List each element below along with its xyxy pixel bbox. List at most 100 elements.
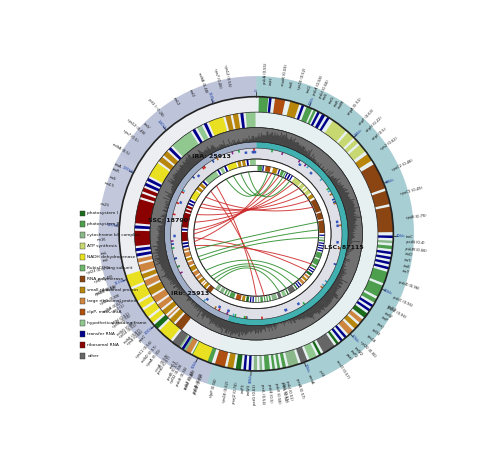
Polygon shape bbox=[335, 325, 347, 338]
Polygon shape bbox=[273, 98, 285, 115]
Polygon shape bbox=[176, 174, 182, 179]
Polygon shape bbox=[252, 325, 253, 332]
Text: 20kb: 20kb bbox=[354, 128, 364, 138]
Polygon shape bbox=[307, 194, 314, 200]
Polygon shape bbox=[260, 356, 262, 371]
Polygon shape bbox=[332, 198, 335, 201]
Polygon shape bbox=[352, 305, 368, 318]
Polygon shape bbox=[345, 207, 358, 211]
Polygon shape bbox=[166, 206, 168, 207]
Text: petN (0.4): petN (0.4) bbox=[406, 240, 424, 245]
Polygon shape bbox=[224, 321, 229, 333]
Polygon shape bbox=[186, 295, 188, 296]
Polygon shape bbox=[160, 233, 164, 234]
Polygon shape bbox=[196, 308, 203, 317]
Polygon shape bbox=[347, 217, 355, 219]
Polygon shape bbox=[194, 304, 198, 308]
Polygon shape bbox=[318, 239, 324, 242]
Polygon shape bbox=[292, 318, 294, 321]
Polygon shape bbox=[192, 342, 213, 362]
Polygon shape bbox=[167, 273, 173, 277]
Polygon shape bbox=[344, 204, 354, 207]
Polygon shape bbox=[340, 270, 347, 274]
Polygon shape bbox=[164, 217, 166, 218]
Text: photosystem I: photosystem I bbox=[88, 211, 118, 215]
Polygon shape bbox=[376, 250, 392, 254]
Polygon shape bbox=[227, 353, 235, 369]
Bar bbox=[80, 254, 85, 260]
Polygon shape bbox=[170, 199, 171, 200]
Text: ycf4: ycf4 bbox=[318, 369, 325, 377]
Polygon shape bbox=[296, 145, 300, 151]
Polygon shape bbox=[159, 240, 164, 241]
Polygon shape bbox=[168, 275, 174, 279]
Polygon shape bbox=[236, 142, 238, 144]
Polygon shape bbox=[293, 318, 296, 323]
Polygon shape bbox=[234, 140, 235, 144]
Polygon shape bbox=[335, 280, 342, 285]
Polygon shape bbox=[290, 141, 294, 149]
Text: 80kb: 80kb bbox=[248, 373, 253, 382]
Polygon shape bbox=[312, 306, 317, 312]
Polygon shape bbox=[246, 112, 256, 128]
Polygon shape bbox=[205, 171, 219, 184]
Polygon shape bbox=[280, 136, 284, 145]
Text: rpl16 (0.55): rpl16 (0.55) bbox=[112, 314, 132, 329]
Text: petG (0.63): petG (0.63) bbox=[253, 384, 258, 405]
Polygon shape bbox=[238, 325, 242, 337]
Polygon shape bbox=[176, 173, 184, 178]
Polygon shape bbox=[287, 285, 296, 294]
Polygon shape bbox=[162, 264, 170, 268]
Polygon shape bbox=[348, 240, 352, 241]
Polygon shape bbox=[286, 101, 300, 119]
Polygon shape bbox=[231, 151, 234, 155]
Polygon shape bbox=[226, 146, 227, 147]
Polygon shape bbox=[246, 295, 249, 302]
Polygon shape bbox=[218, 319, 222, 328]
Polygon shape bbox=[262, 325, 264, 330]
Polygon shape bbox=[280, 353, 286, 369]
Polygon shape bbox=[235, 142, 236, 144]
Text: trnL2: trnL2 bbox=[172, 96, 180, 106]
Polygon shape bbox=[320, 299, 328, 307]
Polygon shape bbox=[335, 281, 340, 284]
Polygon shape bbox=[244, 325, 246, 332]
Polygon shape bbox=[346, 214, 356, 217]
Text: psbA (0.55): psbA (0.55) bbox=[262, 63, 268, 84]
Polygon shape bbox=[285, 350, 298, 367]
Text: ndhB (0.5): ndhB (0.5) bbox=[112, 142, 130, 156]
Polygon shape bbox=[348, 229, 354, 231]
Polygon shape bbox=[324, 120, 346, 142]
Text: trnQ: trnQ bbox=[305, 84, 312, 93]
Text: transfer RNA: transfer RNA bbox=[88, 332, 115, 336]
Polygon shape bbox=[250, 325, 251, 331]
Polygon shape bbox=[224, 144, 225, 148]
Polygon shape bbox=[152, 289, 168, 303]
Polygon shape bbox=[336, 184, 342, 188]
Polygon shape bbox=[138, 261, 156, 272]
Polygon shape bbox=[356, 301, 370, 312]
Polygon shape bbox=[340, 271, 344, 274]
Polygon shape bbox=[306, 310, 312, 318]
Polygon shape bbox=[203, 299, 206, 302]
Polygon shape bbox=[157, 256, 168, 259]
Text: rps7 (0.48): rps7 (0.48) bbox=[213, 69, 222, 88]
Polygon shape bbox=[179, 168, 186, 175]
Polygon shape bbox=[293, 142, 297, 150]
Polygon shape bbox=[175, 313, 191, 330]
Polygon shape bbox=[171, 243, 174, 245]
Bar bbox=[80, 320, 85, 325]
Polygon shape bbox=[315, 304, 321, 311]
Polygon shape bbox=[182, 242, 188, 244]
Polygon shape bbox=[164, 214, 166, 215]
Polygon shape bbox=[328, 331, 339, 345]
Polygon shape bbox=[290, 319, 292, 324]
Polygon shape bbox=[190, 299, 192, 301]
Polygon shape bbox=[318, 235, 325, 236]
Polygon shape bbox=[158, 246, 166, 248]
Polygon shape bbox=[312, 159, 314, 161]
Polygon shape bbox=[156, 241, 164, 243]
Polygon shape bbox=[210, 147, 214, 153]
Polygon shape bbox=[345, 257, 346, 259]
Text: 40kb: 40kb bbox=[396, 234, 405, 238]
